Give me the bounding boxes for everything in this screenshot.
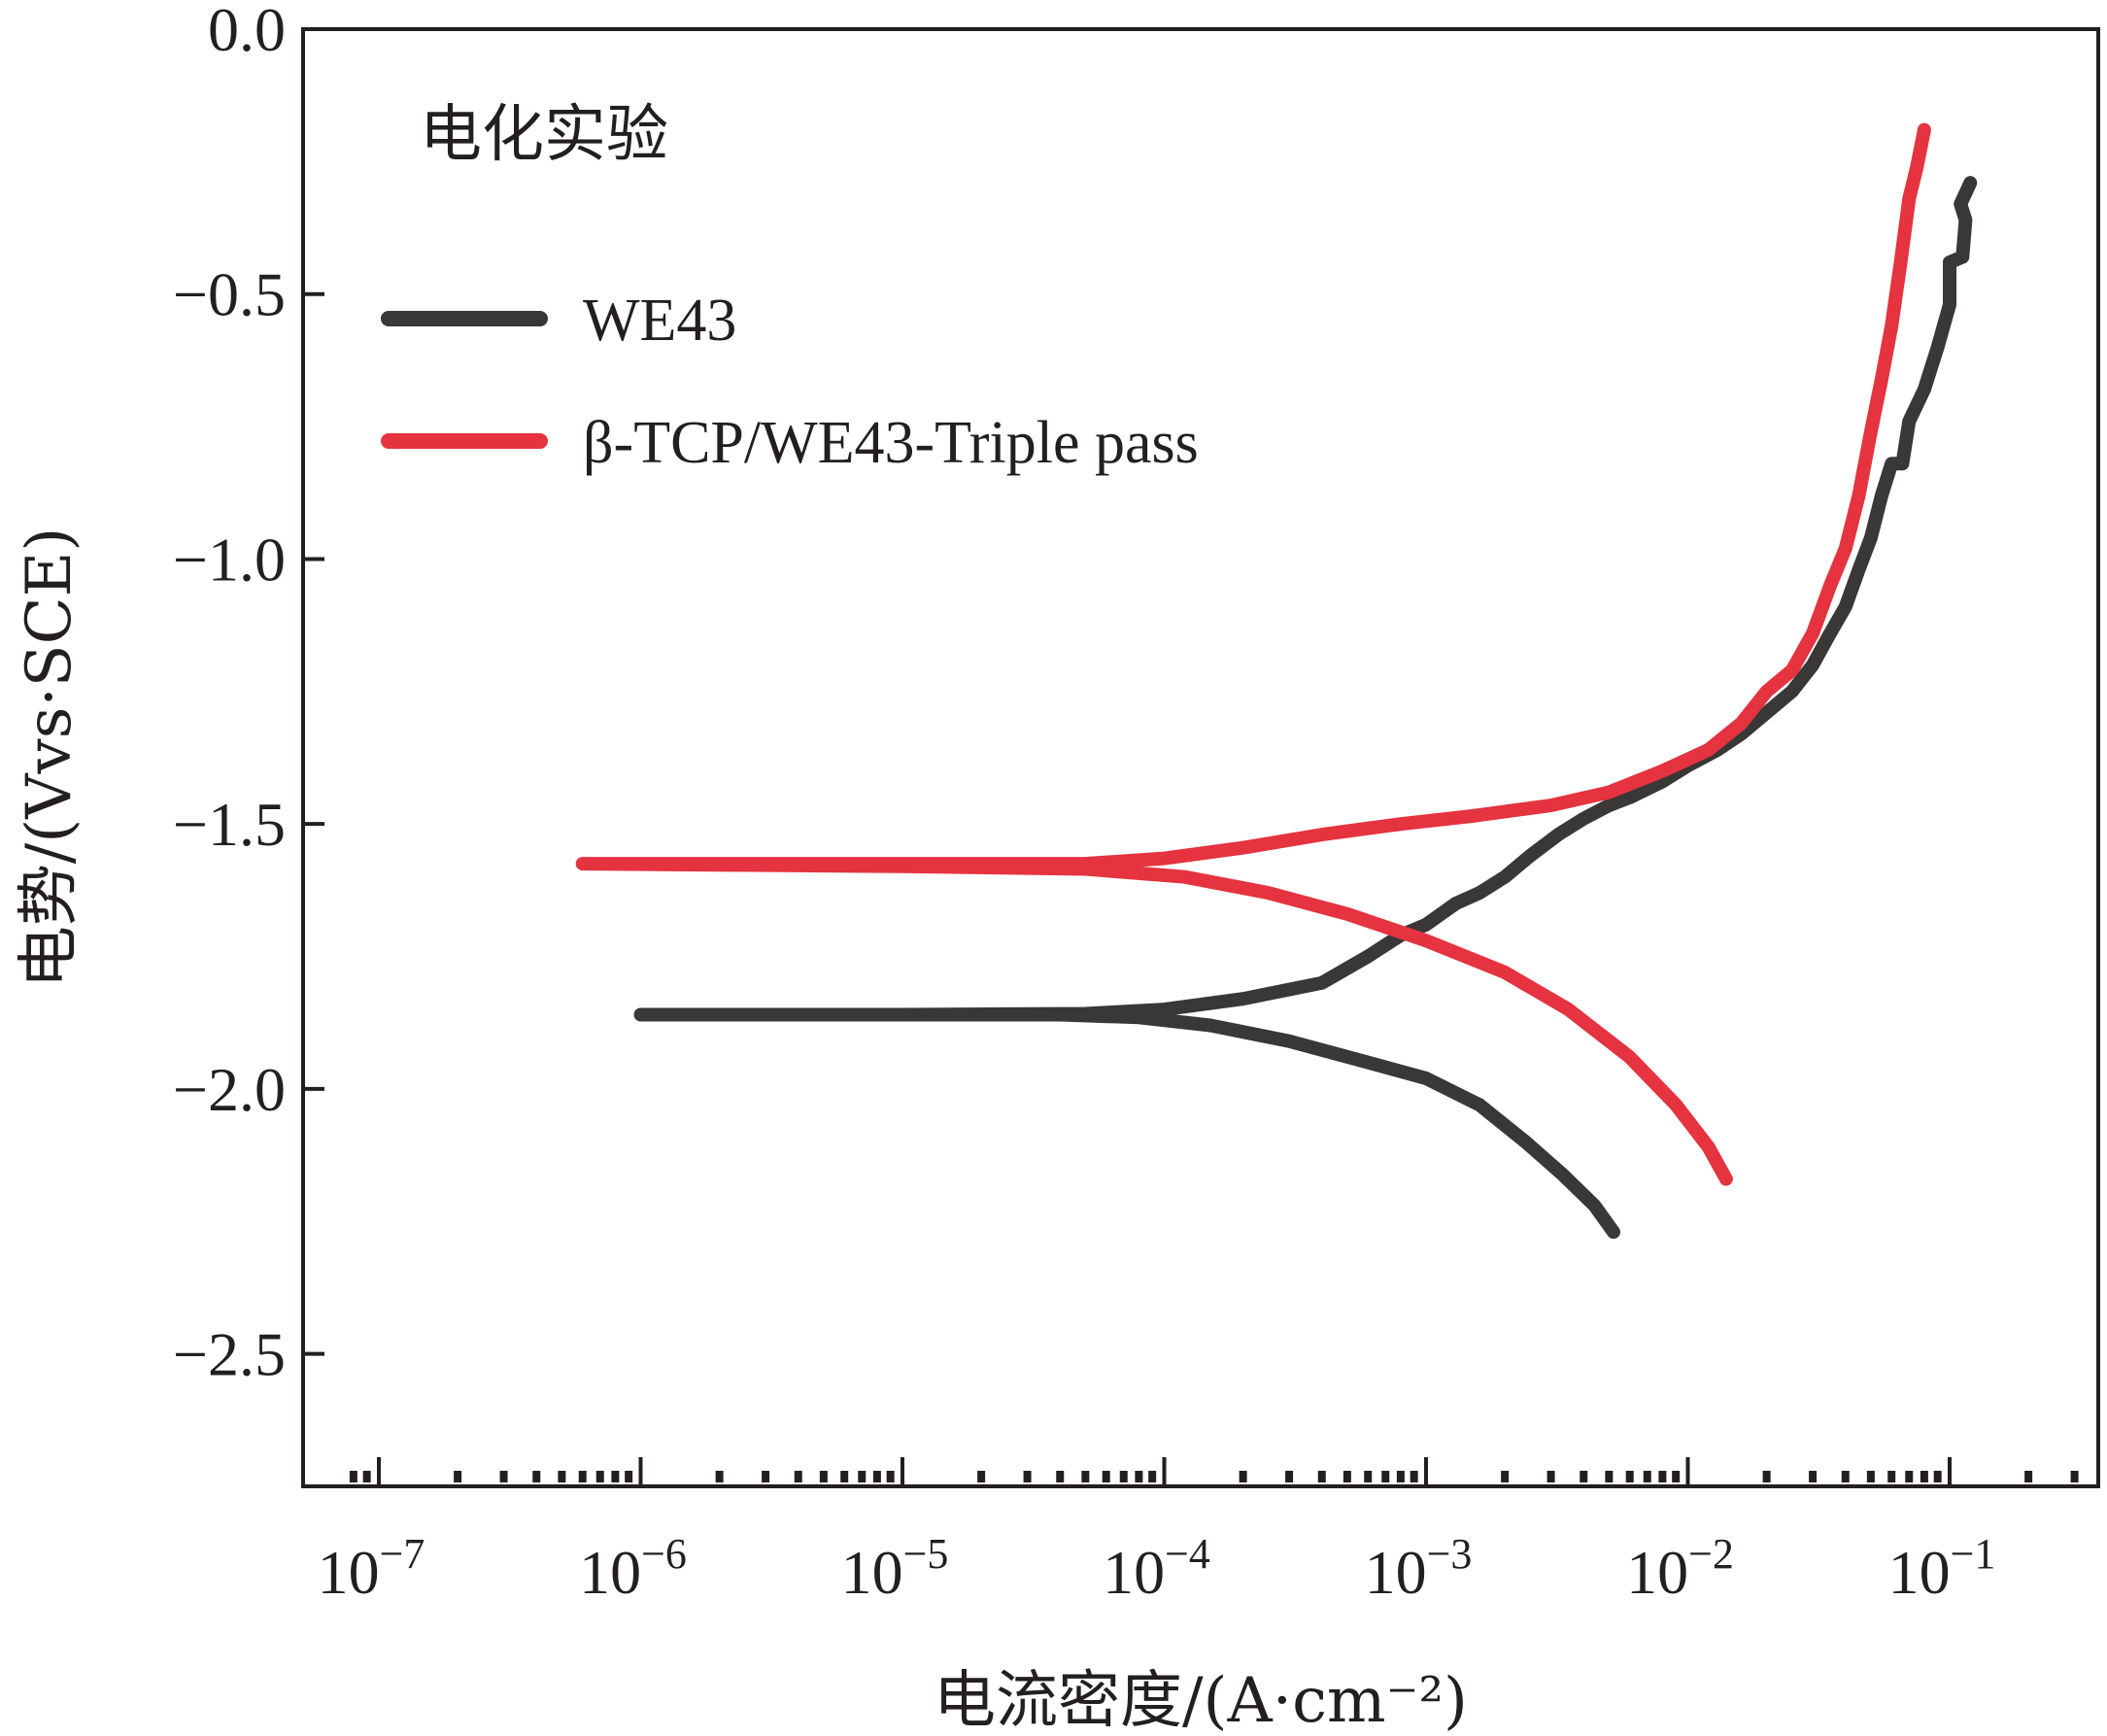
y-axis-title: 电势/(Vvs·SCE) — [14, 528, 85, 989]
x-minor-tick — [611, 1471, 620, 1482]
x-minor-tick — [499, 1471, 508, 1482]
x-minor-tick — [454, 1471, 462, 1482]
x-minor-tick — [2024, 1471, 2033, 1482]
x-minor-tick — [1410, 1471, 1418, 1482]
x-minor-tick — [362, 1471, 371, 1482]
x-minor-tick — [872, 1471, 881, 1482]
x-minor-tick — [1396, 1471, 1405, 1482]
x-minor-tick — [532, 1471, 541, 1482]
x-tick-label: 10−4 — [1103, 1530, 1210, 1607]
legend: WE43 β-TCP/WE43-Triple pass — [381, 288, 1199, 476]
bottom-minor-ticks — [349, 1471, 2079, 1482]
x-minor-tick — [1364, 1471, 1373, 1482]
x-minor-tick — [886, 1471, 895, 1482]
x-minor-tick — [1933, 1471, 1942, 1482]
x-minor-tick — [858, 1471, 867, 1482]
y-tick-label: −2.0 — [173, 1055, 286, 1124]
x-axis: 10−7 10−6 10−5 10−4 10−3 10−2 10−1 — [318, 1457, 1996, 1607]
x-minor-tick — [1081, 1471, 1090, 1482]
x-minor-tick — [1580, 1471, 1588, 1482]
plot-frame — [301, 27, 2100, 1488]
x-minor-tick — [1762, 1471, 1771, 1482]
x-minor-tick — [1239, 1471, 1247, 1482]
legend-label-0: WE43 — [583, 288, 736, 354]
x-minor-tick — [715, 1471, 724, 1482]
y-tick-label: 0.0 — [208, 0, 286, 64]
x-minor-tick — [2070, 1471, 2079, 1482]
x-minor-tick — [1056, 1471, 1065, 1482]
x-minor-tick — [1841, 1471, 1850, 1482]
x-minor-tick — [1317, 1471, 1326, 1482]
x-tick-label: 10−1 — [1888, 1530, 1996, 1607]
x-minor-tick — [1501, 1471, 1510, 1482]
x-tick-label: 10−3 — [1365, 1530, 1473, 1607]
x-minor-tick — [1625, 1471, 1634, 1482]
x-minor-tick — [762, 1471, 770, 1482]
x-minor-tick — [840, 1471, 849, 1482]
x-minor-tick — [1920, 1471, 1928, 1482]
x-minor-tick — [558, 1471, 566, 1482]
x-tick-label: 10−5 — [841, 1530, 949, 1607]
x-minor-tick — [1023, 1471, 1032, 1482]
x-minor-tick — [1285, 1471, 1294, 1482]
x-minor-tick — [1102, 1471, 1110, 1482]
x-minor-tick — [1546, 1471, 1555, 1482]
x-minor-tick — [1866, 1471, 1875, 1482]
x-tick-label: 10−6 — [579, 1530, 687, 1607]
y-tick-label: −1.5 — [173, 790, 286, 859]
series-line-0 — [633, 176, 1978, 1240]
y-tick-label: −0.5 — [173, 260, 286, 329]
x-minor-tick — [349, 1471, 357, 1482]
x-minor-tick — [1887, 1471, 1896, 1482]
x-minor-tick — [1905, 1471, 1914, 1482]
x-minor-tick — [1658, 1471, 1667, 1482]
y-axis: 0.0 −0.5 −1.0 −1.5 −2.0 −2.5 — [173, 0, 324, 1389]
series-line-1 — [575, 122, 1931, 1186]
x-minor-tick — [1643, 1471, 1651, 1482]
y-tick-label: −1.0 — [173, 525, 286, 594]
x-tick-label: 10−7 — [318, 1530, 425, 1607]
x-minor-tick — [625, 1471, 633, 1482]
x-minor-tick — [977, 1471, 986, 1482]
x-minor-tick — [1605, 1471, 1614, 1482]
x-minor-tick — [1135, 1471, 1143, 1482]
x-minor-tick — [1672, 1471, 1681, 1482]
x-minor-tick — [1809, 1471, 1818, 1482]
x-minor-tick — [794, 1471, 802, 1482]
x-minor-tick — [595, 1471, 604, 1482]
x-minor-tick — [1148, 1471, 1157, 1482]
x-axis-title: 电流密度/(A·cm⁻²) — [934, 1665, 1468, 1736]
y-tick-label: −2.5 — [173, 1320, 286, 1389]
x-tick-label: 10−2 — [1626, 1530, 1734, 1607]
legend-label-1: β-TCP/WE43-Triple pass — [583, 410, 1199, 476]
x-minor-tick — [578, 1471, 587, 1482]
x-minor-tick — [1342, 1471, 1351, 1482]
x-minor-tick — [1381, 1471, 1390, 1482]
series-layer — [575, 122, 1978, 1240]
x-minor-tick — [1119, 1471, 1128, 1482]
x-minor-tick — [819, 1471, 828, 1482]
chart-title: 电化实验 — [420, 99, 668, 171]
